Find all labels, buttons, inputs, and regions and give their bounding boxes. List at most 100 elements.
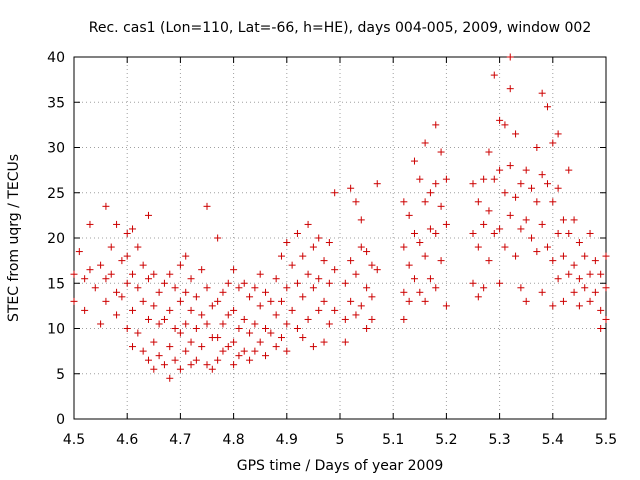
data-point [171,325,179,332]
data-point [410,229,418,237]
data-point [262,352,270,360]
data-point [405,261,413,269]
data-point [586,229,594,237]
data-point [469,279,477,287]
data-point [102,297,110,305]
data-point [288,306,296,314]
data-point [421,297,429,305]
data-point [187,338,195,346]
data-point [299,293,307,301]
data-point [442,220,450,228]
data-point [198,311,206,319]
data-point [368,261,376,269]
data-point [256,338,264,346]
data-point [139,261,147,269]
data-point [81,275,89,283]
data-point [182,252,190,260]
data-point [97,320,105,328]
data-point [437,202,445,210]
y-tick-labels: 0 5 10 15 20 25 30 35 40 [47,50,65,428]
data-point [304,270,312,278]
x-tick-label: 5.3 [488,432,510,448]
data-point [182,320,190,328]
data-point [283,347,291,355]
data-point [570,216,578,224]
data-point [517,225,525,233]
data-point [549,139,557,147]
data-point [549,257,557,265]
data-point [586,270,594,278]
data-point [262,288,270,296]
y-tick-label: 20 [47,231,65,247]
x-tick-label: 5.1 [382,432,404,448]
data-point [150,338,158,346]
data-point [118,293,126,301]
y-tick-label: 5 [56,367,65,383]
data-point [256,270,264,278]
data-point [309,284,317,292]
data-point [155,352,163,360]
data-point [501,189,509,197]
data-point [549,198,557,206]
chart-title: Rec. cas1 (Lon=110, Lat=-66, h=HE), days… [89,20,591,36]
data-point [246,329,254,337]
data-point [293,325,301,332]
data-point [506,162,514,170]
x-tick-label: 5 [336,432,345,448]
data-point [575,239,583,247]
data-point [586,297,594,305]
data-point [155,288,163,296]
data-point [235,352,243,360]
data-point [474,293,482,301]
data-point [214,297,222,305]
data-point [203,320,211,328]
data-point [602,284,610,292]
data-point [192,293,200,301]
data-point [517,284,525,292]
data-point [400,243,408,251]
data-point [554,229,562,237]
data-point [134,243,142,251]
data-point [86,220,94,228]
data-point [357,216,365,224]
data-point [474,198,482,206]
data-point [277,297,285,305]
x-tick-label: 4.8 [222,432,244,448]
data-point [267,297,275,305]
data-point [123,252,131,260]
data-point [373,180,381,188]
data-point [416,175,424,183]
data-point [299,334,307,342]
data-point [320,297,328,305]
data-point [320,257,328,265]
data-point [75,248,83,256]
data-point [230,338,238,346]
data-point [70,270,78,278]
data-point [591,288,599,296]
data-point [129,343,137,351]
data-point [426,189,434,197]
data-point [166,343,174,351]
data-point [246,356,254,364]
data-point [528,184,536,192]
data-point [347,297,355,305]
y-tick-label: 25 [47,186,65,202]
data-point [442,175,450,183]
data-point [400,288,408,296]
data-point [304,220,312,228]
data-point [129,225,137,233]
data-point [224,279,232,287]
data-point [267,329,275,337]
data-point [315,275,323,283]
data-point [251,284,259,292]
data-point [166,306,174,314]
data-point [139,297,147,305]
data-point [363,284,371,292]
data-point [363,325,371,332]
data-point [230,266,238,274]
data-point [235,284,243,292]
data-point [549,302,557,310]
data-point [368,315,376,323]
data-point [176,365,184,373]
